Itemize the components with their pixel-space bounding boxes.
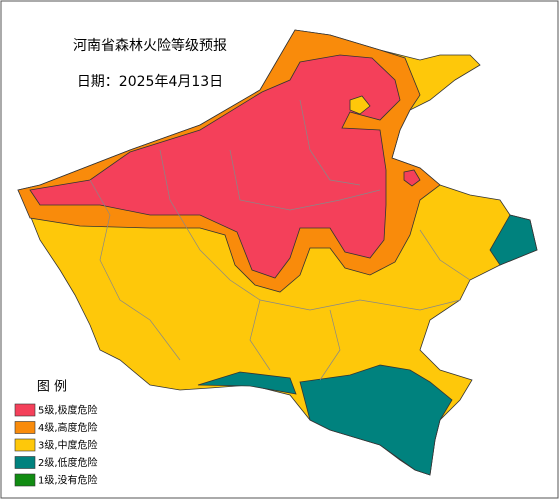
border	[419, 229, 471, 281]
legend-label: 3级,中度危险	[38, 439, 98, 452]
map	[17, 29, 538, 476]
map-date: 日期：2025年4月13日	[77, 74, 223, 90]
legend-swatch	[14, 421, 36, 434]
legend-swatch	[14, 403, 36, 417]
county-borders	[89, 99, 471, 381]
region-level3-spot	[349, 95, 371, 115]
border	[259, 299, 461, 311]
legend-swatch	[14, 473, 36, 487]
region-level5-spot	[403, 169, 421, 187]
border	[319, 309, 341, 381]
map-title: 河南省森林火险等级预报	[73, 37, 227, 54]
legend: 5级,极度危险 4级,高度危险 3级,中度危险 2级,低度危险 1级,没有危险	[14, 403, 98, 487]
legend-swatch	[14, 438, 36, 452]
region-level2-east	[489, 214, 538, 266]
border	[229, 149, 381, 211]
border	[89, 179, 181, 361]
legend-swatch	[14, 456, 36, 469]
region-level2-south	[299, 364, 453, 476]
legend-label: 1级,没有危险	[38, 474, 98, 487]
region-level5	[29, 54, 401, 279]
region-level2-west	[197, 371, 297, 395]
legend-label: 2级,低度危险	[38, 456, 98, 469]
border	[299, 99, 361, 186]
border	[159, 149, 271, 371]
legend-title: 图 例	[37, 380, 67, 395]
legend-label: 4级,高度危险	[38, 421, 98, 434]
legend-label: 5级,极度危险	[38, 404, 98, 417]
